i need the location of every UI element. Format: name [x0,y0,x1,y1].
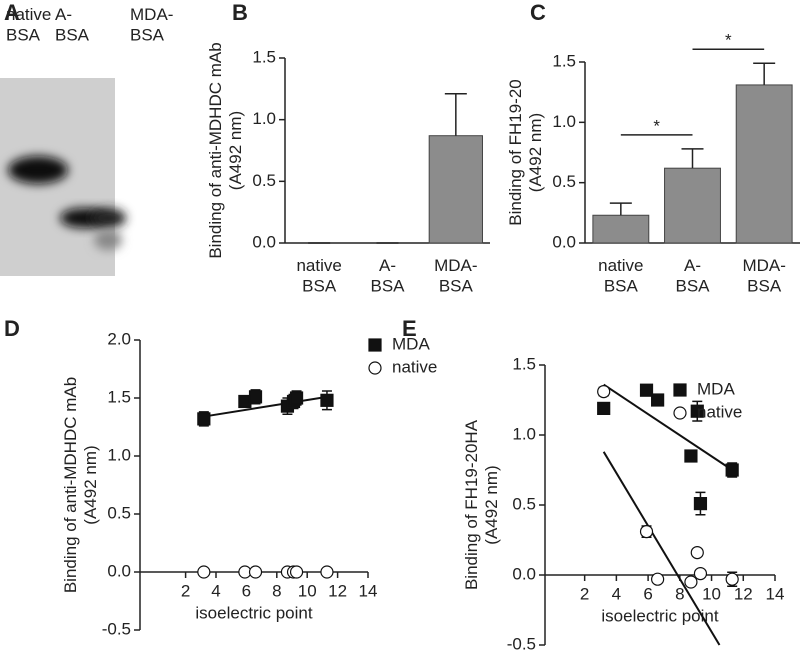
x-axis-label: isoelectric point [601,606,718,625]
y-tick-label: 0.5 [512,494,536,513]
x-tick-label: 4 [211,581,220,600]
marker [197,565,211,579]
y-tick-label: 1.5 [107,387,131,406]
legend-label: MDA [697,379,735,398]
marker [725,463,739,477]
gel-image [0,78,126,276]
marker [690,404,704,418]
y-tick-label: 2.0 [107,329,131,348]
x-tick-label: native BSA [296,256,341,295]
x-tick-label: 8 [272,581,281,600]
fit-line [203,395,328,418]
marker [651,393,665,407]
marker [289,565,304,579]
marker [651,572,665,586]
y-axis-label: Binding of anti-MDHDC mAb(A492 nm) [61,377,100,593]
marker [197,412,211,426]
x-tick-label: 4 [612,584,621,603]
y-tick-label: 0.0 [107,561,131,580]
fit-line [603,383,733,471]
marker [639,383,654,397]
x-tick-label: 10 [298,581,317,600]
marker [725,572,739,586]
x-tick-label: 10 [702,584,721,603]
marker [693,566,708,581]
panel-label: E [402,316,417,341]
marker [248,565,263,579]
y-tick-label: 1.0 [552,112,576,131]
significance-label: * [653,116,660,135]
marker [368,361,382,375]
error-bar [444,93,467,136]
marker [684,449,698,463]
x-tick-label: MDA-BSA [434,256,477,295]
y-tick-label: 1.0 [107,445,131,464]
lane-label: A-BSA [55,5,90,44]
y-tick-label: 0.0 [252,232,276,251]
y-tick-label: 1.5 [552,51,576,70]
x-tick-label: A-BSA [370,256,405,295]
panel-label: C [530,0,546,25]
x-axis-label: isoelectric point [195,603,312,622]
marker [320,393,334,407]
error-bar [609,202,632,216]
x-tick-label: 6 [242,581,251,600]
x-tick-label: A-BSA [675,256,710,295]
x-tick-label: 2 [181,581,190,600]
marker [289,391,304,405]
marker [320,565,334,579]
marker [248,390,263,404]
legend-label: MDA [392,334,430,353]
y-axis-label: Binding of anti-MDHDC mAb(A492 nm) [206,42,245,258]
marker [597,385,611,399]
panel-label: D [4,316,20,341]
y-tick-label: 0.5 [107,503,131,522]
bar [592,214,650,244]
y-axis-label: Binding of FH19-20(A492 nm) [506,79,545,225]
y-tick-label: -0.5 [507,634,536,650]
y-tick-label: 0.5 [252,171,276,190]
legend-label: native [697,402,742,421]
y-tick-label: 1.0 [252,109,276,128]
y-tick-label: -0.5 [102,619,131,638]
marker [368,338,382,352]
legend-label: native [392,357,437,376]
marker [684,575,698,589]
x-tick-label: 14 [766,584,785,603]
x-tick-label: 8 [675,584,684,603]
marker [597,401,611,415]
error-bar [681,148,704,169]
marker [639,524,654,539]
marker [673,383,687,397]
y-tick-label: 1.5 [252,47,276,66]
lane-label: MDA-BSA [130,5,173,44]
y-axis-label: Binding of FH19-20HA(A492 nm) [462,419,501,590]
x-tick-label: 2 [580,584,589,603]
bar [664,167,721,244]
x-tick-label: 6 [643,584,652,603]
y-tick-label: 1.0 [512,424,536,443]
x-tick-label: 12 [328,581,347,600]
marker [693,497,708,511]
bar [428,135,483,244]
x-tick-label: MDA-BSA [742,256,785,295]
bar [735,84,793,244]
fit-line [602,451,721,646]
panel-label: A [4,0,20,25]
y-tick-label: 1.5 [512,354,536,373]
marker [673,406,687,420]
panel-label: B [232,0,248,25]
x-tick-label: native BSA [598,256,643,295]
y-tick-label: 0.0 [512,564,536,583]
marker [690,545,704,560]
y-tick-label: 0.5 [552,172,576,191]
error-bar [753,62,776,85]
x-tick-label: 14 [359,581,378,600]
x-tick-label: 12 [734,584,753,603]
significance-label: * [725,31,732,50]
lane-label: native BSA [6,5,51,44]
y-tick-label: 0.0 [552,232,576,251]
